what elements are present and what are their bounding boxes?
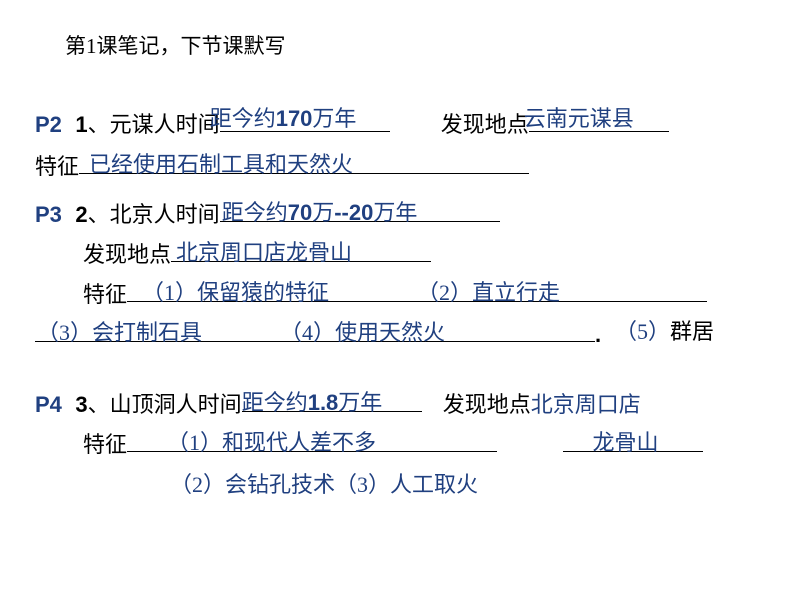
p3-line-4: （3）会打制石具 （4）使用天然火 . （5）群居 bbox=[35, 315, 780, 355]
p4-label-time: 、山顶洞人时间 bbox=[88, 392, 242, 417]
p2-ans-loc: 云南元谋县 bbox=[524, 99, 634, 139]
p4-blank-feat: （1）和现代人差不多 bbox=[127, 451, 497, 452]
p2-ans-feat: 已经使用石制工具和天然火 bbox=[89, 145, 353, 185]
p4-ans-loc2: 龙骨山 bbox=[593, 423, 659, 463]
p2-ans-time: 距今约170万年 bbox=[210, 99, 357, 139]
lesson-title: 第1课笔记，下节课默写 bbox=[65, 30, 780, 60]
p3-label-loc: 发现地点 bbox=[83, 242, 171, 267]
p3-num: 2 bbox=[75, 202, 87, 227]
p3-label-feat: 特征 bbox=[83, 282, 127, 307]
p3-feat2: （2）直立行走 bbox=[417, 273, 560, 313]
p2-blank-loc: 云南元谋县 bbox=[529, 131, 669, 132]
p3-feat4: （4）使用天然火 bbox=[280, 313, 445, 353]
p3-feat3: （3）会打制石具 bbox=[37, 313, 202, 353]
p4-feat2: （2）会钻孔技术 bbox=[170, 472, 335, 497]
p2-label-time: 、元谋人时间 bbox=[88, 112, 220, 137]
p3-blank-feat2: （3）会打制石具 （4）使用天然火 bbox=[35, 341, 595, 342]
p2-label-feat: 特征 bbox=[35, 154, 79, 179]
p3-feat1: （1）保留猿的特征 bbox=[142, 273, 329, 313]
p3-ans-time: 距今约70万--20万年 bbox=[222, 193, 418, 233]
p4-num: 3 bbox=[75, 392, 87, 417]
p4-line-3: （2）会钻孔技术（3）人工取火 bbox=[35, 465, 780, 505]
p2-line-2: 特征 已经使用石制工具和天然火 bbox=[35, 147, 780, 187]
p4-label-feat: 特征 bbox=[83, 432, 127, 457]
p3-feat5-text: 群居 bbox=[670, 319, 714, 344]
p4-line-2: 特征 （1）和现代人差不多 龙骨山 bbox=[35, 425, 780, 465]
p3-line-2: 发现地点 北京周口店龙骨山 bbox=[35, 235, 780, 275]
p3-label-time: 、北京人时间 bbox=[88, 202, 220, 227]
p3-prefix: P3 bbox=[35, 202, 62, 227]
p3-feat5: （5）群居 bbox=[615, 312, 714, 352]
p3-period: . bbox=[595, 322, 601, 347]
p4-feat1: （1）和现代人差不多 bbox=[167, 423, 376, 463]
p4-ans-time: 距今约1.8万年 bbox=[242, 383, 383, 423]
p2-blank-feat: 已经使用石制工具和天然火 bbox=[79, 173, 529, 174]
p4-line-1: P4 3、山顶洞人时间 距今约1.8万年 发现地点北京周口店 bbox=[35, 385, 780, 425]
p4-prefix: P4 bbox=[35, 392, 62, 417]
p2-prefix: P2 bbox=[35, 112, 62, 137]
p4-blank-time: 距今约1.8万年 bbox=[242, 411, 422, 412]
p3-blank-feat1: （1）保留猿的特征 （2）直立行走 bbox=[127, 301, 707, 302]
p3-ans-loc: 北京周口店龙骨山 bbox=[176, 233, 352, 273]
p4-ans-loc1: 北京周口店 bbox=[531, 392, 641, 417]
p3-line-1: P3 2、北京人时间 距今约70万--20万年 bbox=[35, 195, 780, 235]
page-container: 第1课笔记，下节课默写 P2 1、元谋人时间 距今约170万年 发现地点 云南元… bbox=[0, 0, 800, 525]
p4-label-loc: 发现地点 bbox=[443, 392, 531, 417]
p2-blank-time: 距今约170万年 bbox=[220, 131, 390, 132]
p4-feat3: （3）人工取火 bbox=[335, 472, 478, 497]
p3-blank-time: 距今约70万--20万年 bbox=[220, 221, 500, 222]
p4-blank-loc2: 龙骨山 bbox=[563, 451, 703, 452]
p2-line-1: P2 1、元谋人时间 距今约170万年 发现地点 云南元谋县 bbox=[35, 105, 780, 145]
p2-label-loc: 发现地点 bbox=[441, 112, 529, 137]
p3-feat5-paren: （5） bbox=[615, 319, 670, 344]
p3-line-3: 特征 （1）保留猿的特征 （2）直立行走 bbox=[35, 275, 780, 315]
p3-blank-loc: 北京周口店龙骨山 bbox=[171, 261, 431, 262]
p2-num: 1 bbox=[75, 112, 87, 137]
